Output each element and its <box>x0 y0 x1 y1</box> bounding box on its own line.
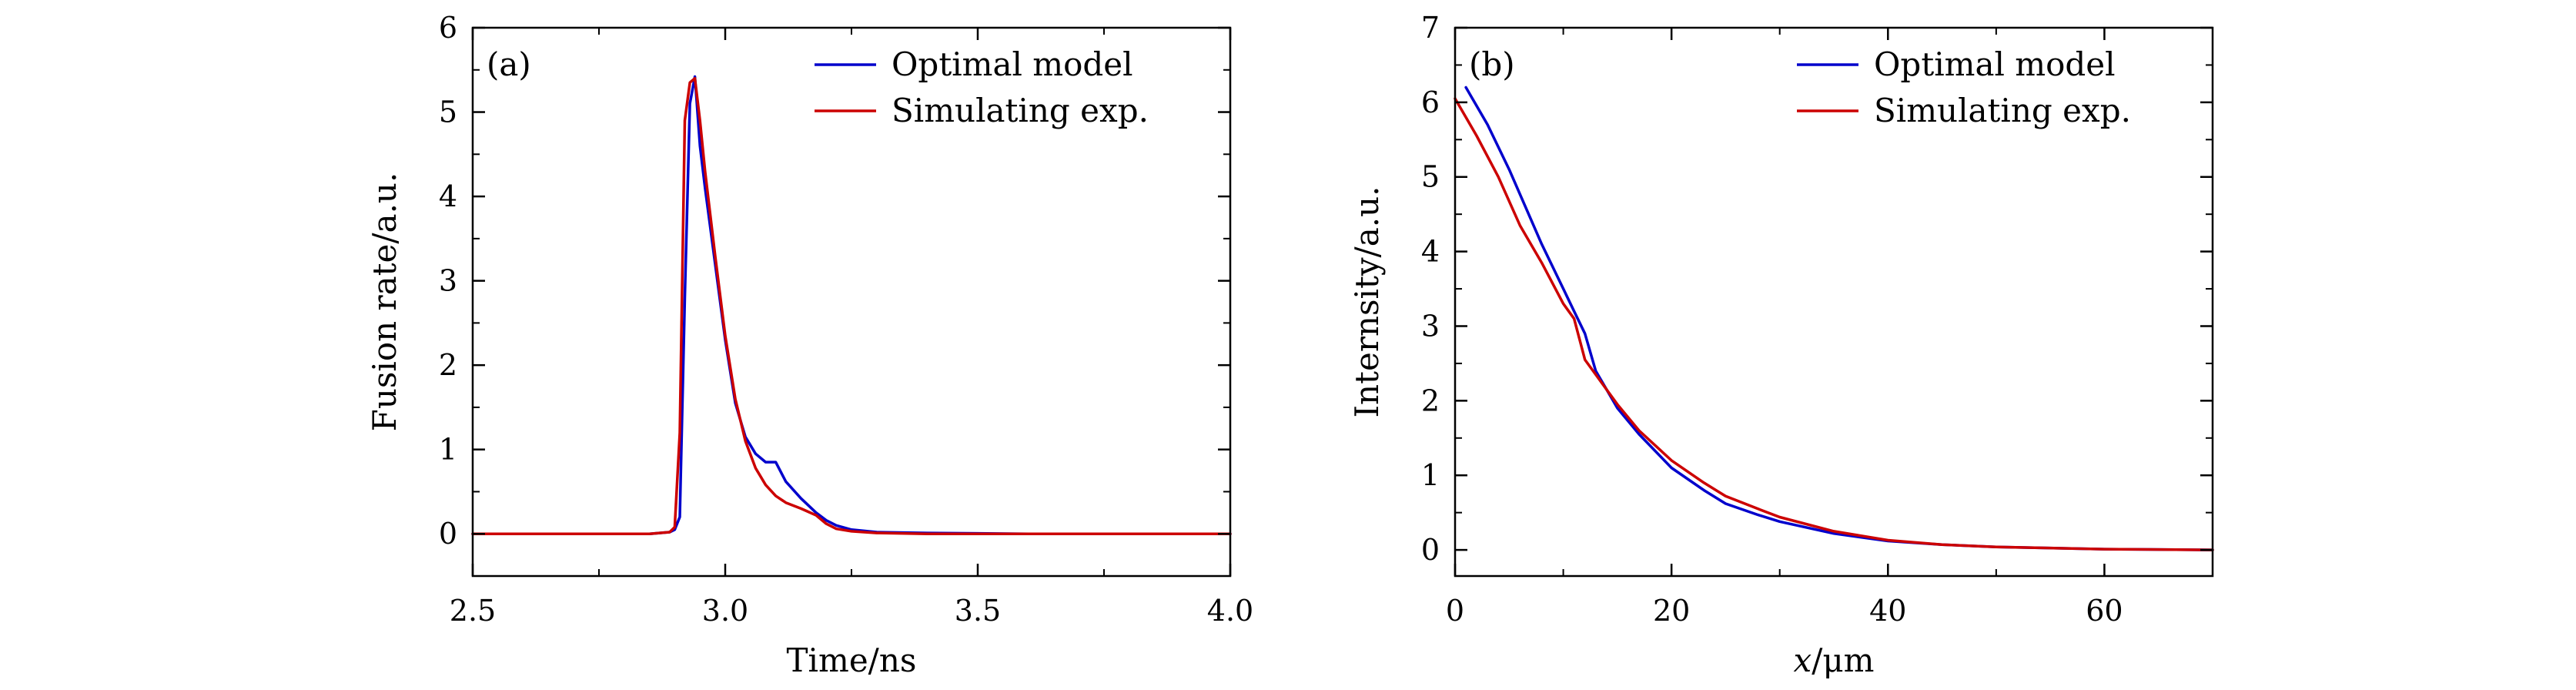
y-tick-label: 0 <box>1421 533 1440 567</box>
plot-frame <box>1454 26 2214 578</box>
y-tick-label: 2 <box>439 348 457 382</box>
panel-a: 2.5 3.0 3.5 4.0 0 1 2 3 4 5 6 (a) Optimal model Simul… <box>366 11 1253 679</box>
panel-label: (a) <box>487 45 531 83</box>
x-tick-label: 4.0 <box>1207 594 1253 628</box>
y-tick-label: 5 <box>439 95 457 129</box>
y-tick-label: 4 <box>439 179 457 213</box>
y-tick-label: 6 <box>439 11 457 45</box>
x-axis-title: Time/ns <box>787 641 917 679</box>
y-tick-label: 3 <box>1421 309 1440 343</box>
x-tick-label: 20 <box>1653 594 1690 628</box>
legend-label-2: Simulating exp. <box>892 92 1149 129</box>
y-tick-label: 3 <box>439 264 457 298</box>
x-axis-title: x/μm <box>1794 641 1875 679</box>
y-axis-title: Internsity/a.u. <box>1348 186 1386 417</box>
x-tick-label: 3.0 <box>702 594 748 628</box>
y-tick-label: 4 <box>1421 235 1440 269</box>
x-tick-label: 2.5 <box>450 594 496 628</box>
series-line-2 <box>1454 97 2214 551</box>
legend-label-2: Simulating exp. <box>1874 92 2131 129</box>
y-tick-label: 2 <box>1421 384 1440 417</box>
legend-label-1: Optimal model <box>892 45 1133 83</box>
y-tick-label: 6 <box>1421 85 1440 119</box>
panel-label: (b) <box>1469 45 1515 83</box>
x-axis-title-unit: /μm <box>1812 641 1874 679</box>
y-tick-label: 7 <box>1421 11 1440 45</box>
y-tick-label: 1 <box>439 433 457 467</box>
x-tick-label: 60 <box>2086 594 2123 628</box>
x-axis-title-variable: x <box>1794 641 1812 679</box>
series-line-1 <box>1464 85 2214 551</box>
series-line-2 <box>471 76 1232 535</box>
legend-label-1: Optimal model <box>1874 45 2116 83</box>
y-tick-label: 0 <box>439 517 457 551</box>
series-line-1 <box>471 75 1232 535</box>
panel-b: 0 20 40 60 0 1 2 3 4 5 6 7 (b) Optimal model Simulatin… <box>1348 11 2214 679</box>
x-tick-label: 0 <box>1446 594 1464 628</box>
x-tick-label: 40 <box>1869 594 1906 628</box>
y-tick-label: 1 <box>1421 458 1440 492</box>
y-tick-label: 5 <box>1421 160 1440 194</box>
y-axis-title: Fusion rate/a.u. <box>366 172 403 432</box>
x-tick-label: 3.5 <box>955 594 1001 628</box>
